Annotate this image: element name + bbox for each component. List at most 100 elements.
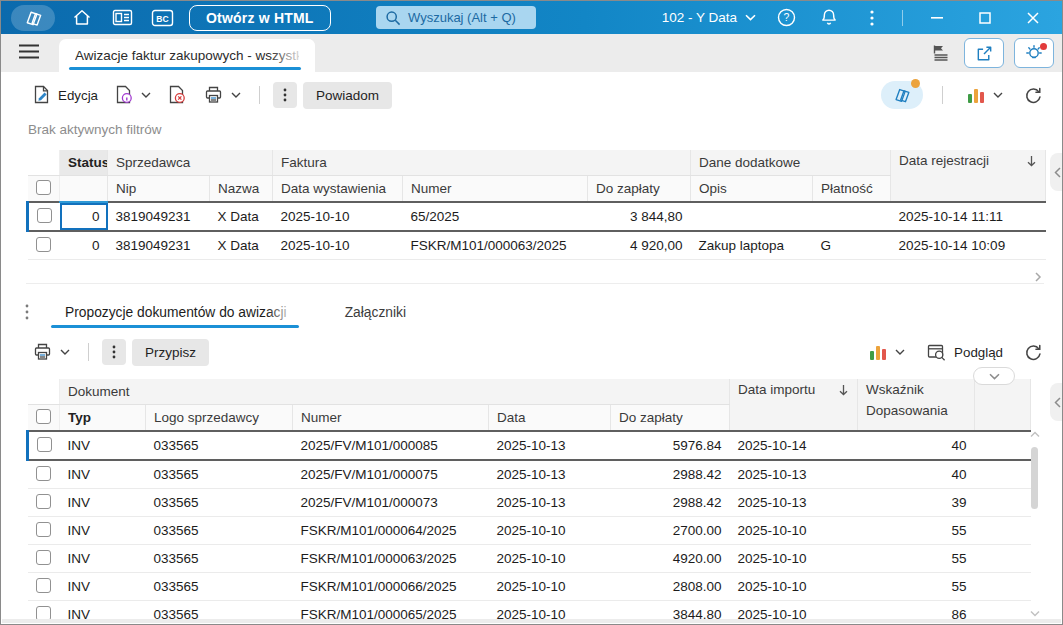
tab-propozycje-dokumentow[interactable]: Propozycje dokumentów do awizacji — [49, 305, 303, 328]
cell[interactable]: INV — [60, 545, 146, 573]
cell[interactable]: 0 — [60, 202, 108, 231]
search-input[interactable]: Wyszukaj (Alt + Q) — [376, 6, 536, 29]
column-header-status[interactable] — [60, 176, 108, 203]
chart-view-button[interactable] — [962, 82, 1008, 108]
cell[interactable]: 2025-10-10 — [273, 202, 403, 231]
row-checkbox[interactable] — [36, 237, 51, 252]
tab-zalaczniki[interactable]: Załączniki — [329, 305, 422, 328]
preview-button[interactable]: Podgląd — [922, 339, 1008, 366]
print-button[interactable] — [198, 81, 246, 109]
scroll-up-icon[interactable] — [1030, 431, 1040, 438]
cell[interactable]: 033565 — [146, 431, 293, 460]
row-checkbox[interactable] — [36, 578, 51, 593]
share-button[interactable] — [964, 38, 1004, 68]
role-explorer-icon[interactable] — [109, 5, 135, 31]
cell[interactable]: 2025/FV/M101/000085 — [293, 431, 489, 460]
column-header-data-rejestracji[interactable]: Data rejestracji — [891, 150, 1046, 202]
column-header-typ[interactable]: Typ — [60, 405, 146, 432]
minimize-button[interactable] — [924, 5, 950, 31]
column-header-platnosc[interactable]: Płatność — [813, 176, 891, 203]
notify-button[interactable]: Powiadom — [303, 82, 392, 109]
page-inspection-icon[interactable] — [926, 39, 954, 67]
cell[interactable]: 2025-10-10 — [489, 545, 611, 573]
refresh-icon[interactable] — [1020, 82, 1046, 108]
column-header-numer[interactable]: Numer — [293, 405, 489, 432]
environment-switcher[interactable]: 102 - Y Data — [662, 10, 756, 25]
cell[interactable]: 033565 — [146, 460, 293, 489]
cell[interactable]: INV — [60, 573, 146, 601]
horizontal-scrollbar[interactable] — [26, 271, 1044, 284]
bc-app-icon[interactable]: BC — [149, 5, 175, 31]
cell[interactable]: INV — [60, 460, 146, 489]
cell[interactable]: 2025-10-10 — [273, 231, 403, 260]
cell[interactable]: X Data — [210, 202, 273, 231]
cell[interactable]: 40 — [858, 431, 975, 460]
cell[interactable]: 033565 — [146, 517, 293, 545]
cell[interactable]: 65/2025 — [403, 202, 588, 231]
column-header-wskaznik-dopasowania[interactable]: Wskaźnik Dopasowania — [858, 379, 975, 431]
cell[interactable]: 55 — [858, 573, 975, 601]
column-group-faktura[interactable]: Faktura — [273, 150, 691, 176]
cell[interactable]: X Data — [210, 231, 273, 260]
edit-button[interactable]: Edycja — [27, 81, 103, 109]
maximize-button[interactable] — [972, 5, 998, 31]
cell[interactable]: 2025-10-14 11:11 — [891, 202, 1046, 231]
print-button[interactable] — [27, 338, 75, 366]
cell[interactable]: 2025-10-14 10:09 — [891, 231, 1046, 260]
cell[interactable]: 2988.42 — [611, 489, 730, 517]
row-checkbox[interactable] — [36, 550, 51, 565]
cell[interactable]: 2025-10-13 — [489, 431, 611, 460]
row-checkbox[interactable] — [36, 466, 51, 481]
table-row[interactable]: INV033565FSKR/M101/000063/20252025-10-10… — [28, 545, 1031, 573]
cell[interactable]: 2025-10-10 — [489, 517, 611, 545]
cell[interactable]: 2025-10-10 — [730, 545, 858, 573]
column-header-data[interactable]: Data — [489, 405, 611, 432]
cell[interactable]: 2025-10-10 — [730, 573, 858, 601]
column-header-nip[interactable]: Nip — [108, 176, 210, 203]
scroll-down-icon[interactable] — [1030, 610, 1040, 617]
scrollbar-thumb[interactable] — [1031, 447, 1038, 509]
table-row[interactable]: 03819049231X Data2025-10-1065/20253 844,… — [28, 202, 1046, 231]
cell[interactable]: 2025-10-13 — [489, 489, 611, 517]
menu-icon[interactable] — [19, 44, 39, 59]
cell[interactable]: 2025-10-13 — [489, 460, 611, 489]
focus-mode-button[interactable] — [881, 81, 923, 109]
cell[interactable]: 2988.42 — [611, 460, 730, 489]
whats-new-button[interactable] — [1014, 38, 1054, 68]
row-checkbox[interactable] — [37, 437, 52, 452]
delete-document-button[interactable] — [162, 81, 192, 109]
column-header-nazwa[interactable]: Nazwa — [210, 176, 273, 203]
cell[interactable]: 2025-10-13 — [730, 460, 858, 489]
more-actions-button[interactable] — [102, 339, 126, 365]
cell[interactable]: 2025/FV/M101/000073 — [293, 489, 489, 517]
cell[interactable]: 5976.84 — [611, 431, 730, 460]
table-row[interactable]: INV0335652025/FV/M101/0000752025-10-1329… — [28, 460, 1031, 489]
app-launcher-button[interactable] — [11, 5, 55, 31]
column-header-do-zaplaty[interactable]: Do zapłaty — [611, 405, 730, 432]
cell[interactable]: 2025-10-10 — [489, 573, 611, 601]
table-row[interactable]: INV0335652025/FV/M101/0000732025-10-1329… — [28, 489, 1031, 517]
cell[interactable] — [691, 202, 813, 231]
scroll-right-icon[interactable] — [1034, 272, 1042, 282]
table-row[interactable]: 03819049231X Data2025-10-10FSKR/M101/000… — [28, 231, 1046, 260]
cell[interactable]: 033565 — [146, 489, 293, 517]
cell[interactable]: 3 844,80 — [588, 202, 691, 231]
cell[interactable]: FSKR/M101/000066/2025 — [293, 573, 489, 601]
more-options-icon[interactable] — [859, 5, 885, 31]
column-group-dokument[interactable]: Dokument — [60, 379, 730, 405]
cell[interactable] — [813, 202, 891, 231]
cell[interactable]: 3819049231 — [108, 231, 210, 260]
cell[interactable]: 2025-10-14 — [730, 431, 858, 460]
pane-options-handle[interactable] — [25, 304, 29, 320]
row-checkbox[interactable] — [36, 522, 51, 537]
column-header-data-importu[interactable]: Data importu — [730, 379, 858, 431]
chart-view-button[interactable] — [864, 339, 910, 365]
cell[interactable]: INV — [60, 431, 146, 460]
table-row[interactable]: INV033565FSKR/M101/000064/20252025-10-10… — [28, 517, 1031, 545]
cell[interactable]: 0 — [60, 231, 108, 260]
cell[interactable]: 4 920,00 — [588, 231, 691, 260]
cell[interactable]: G — [813, 231, 891, 260]
table-row[interactable]: INV0335652025/FV/M101/0000852025-10-1359… — [28, 431, 1031, 460]
select-all-checkbox[interactable] — [36, 409, 51, 424]
factbox-collapse-handle[interactable] — [1050, 153, 1063, 191]
